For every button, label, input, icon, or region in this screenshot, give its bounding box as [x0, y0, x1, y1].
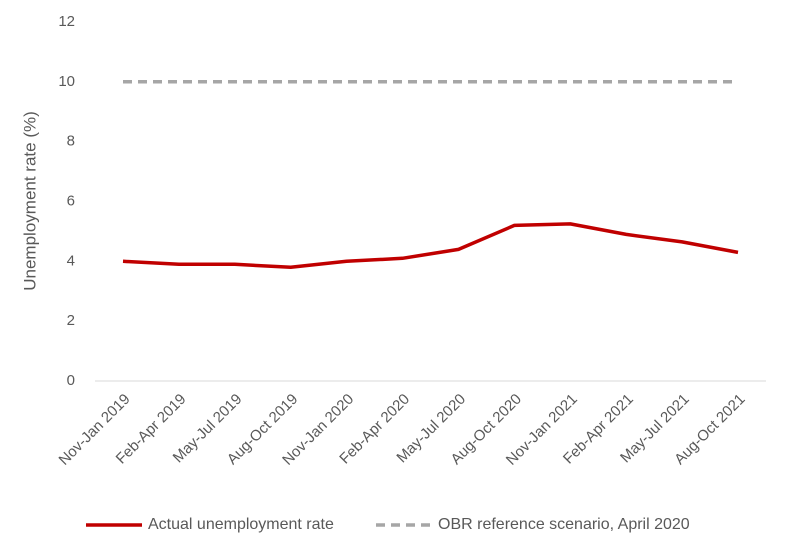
y-axis-title: Unemployment rate (%): [20, 111, 39, 291]
y-tick-label: 10: [58, 73, 75, 90]
y-tick-label: 4: [67, 252, 75, 269]
series-layer: [122, 80, 739, 270]
y-tick-label: 2: [67, 312, 75, 329]
y-tick-label: 8: [67, 133, 75, 150]
legend: Actual unemployment rate OBR reference sc…: [86, 516, 690, 533]
y-tick-label: 0: [67, 372, 75, 389]
legend-label-2: OBR reference scenario, April 2020: [438, 516, 690, 533]
legend-label-1: Actual unemployment rate: [148, 516, 334, 533]
y-tick-label: 6: [67, 192, 75, 209]
series-line-1: [122, 222, 739, 270]
y-axis-ticks: 0 2 4 6 8 10 12: [58, 13, 75, 389]
y-tick-label: 12: [58, 13, 75, 30]
